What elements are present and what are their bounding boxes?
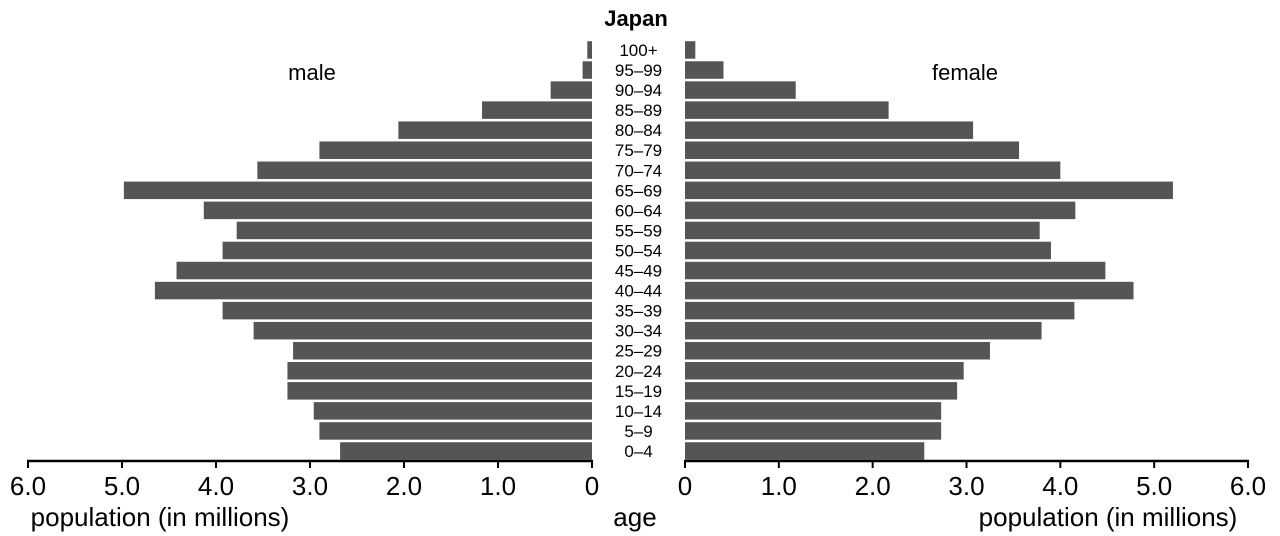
age-label: 100+ bbox=[619, 41, 657, 60]
female-x-axis-tick-label: 4.0 bbox=[1042, 471, 1078, 501]
male-bar-20 bbox=[587, 41, 592, 59]
male-bar-10 bbox=[222, 241, 592, 260]
male-bar-5 bbox=[293, 341, 592, 360]
female-bar-11 bbox=[685, 221, 1040, 240]
age-label: 40–44 bbox=[615, 282, 662, 301]
female-bar-8 bbox=[685, 281, 1134, 300]
male-x-axis-tick-label: 2.0 bbox=[386, 471, 422, 501]
age-label: 65–69 bbox=[615, 181, 662, 200]
male-bar-15 bbox=[319, 141, 592, 159]
age-label: 55–59 bbox=[615, 221, 662, 240]
age-label: 60–64 bbox=[615, 201, 662, 220]
male-x-axis-tick-label: 6.0 bbox=[10, 471, 46, 501]
female-bar-20 bbox=[685, 41, 696, 59]
female-x-axis-tick-label: 2.0 bbox=[855, 471, 891, 501]
female-bar-6 bbox=[685, 321, 1042, 340]
age-axis-label: age bbox=[613, 502, 656, 532]
male-bar-12 bbox=[203, 201, 592, 220]
female-bars bbox=[685, 41, 1173, 460]
male-label: male bbox=[288, 60, 336, 85]
male-bar-17 bbox=[482, 101, 592, 119]
age-label: 25–29 bbox=[615, 342, 662, 361]
female-bar-10 bbox=[685, 241, 1051, 260]
male-x-axis-tick-label: 3.0 bbox=[292, 471, 328, 501]
male-x-axis-tick-label: 0 bbox=[585, 471, 599, 501]
female-x-axis-tick-label: 3.0 bbox=[948, 471, 984, 501]
age-label: 10–14 bbox=[615, 402, 662, 421]
chart-title: Japan bbox=[604, 6, 668, 31]
male-bar-0 bbox=[340, 442, 592, 460]
age-label: 50–54 bbox=[615, 241, 662, 260]
female-bar-1 bbox=[685, 422, 942, 440]
female-bar-3 bbox=[685, 382, 958, 400]
female-x-axis-tick-label: 6.0 bbox=[1230, 471, 1266, 501]
female-bar-2 bbox=[685, 402, 942, 420]
female-x-axis-tick-label: 5.0 bbox=[1136, 471, 1172, 501]
male-bar-9 bbox=[176, 261, 592, 280]
female-x-axis-tick-label: 1.0 bbox=[761, 471, 797, 501]
female-bar-0 bbox=[685, 442, 925, 460]
age-label: 70–74 bbox=[615, 161, 662, 180]
age-label: 45–49 bbox=[615, 262, 662, 281]
female-bar-17 bbox=[685, 101, 889, 119]
female-bar-9 bbox=[685, 261, 1106, 280]
female-x-axis: 0 1.0 2.0 3.0 4.0 5.0 6.0 bbox=[678, 459, 1266, 501]
female-x-axis-tick-label: 0 bbox=[678, 471, 692, 501]
female-bar-16 bbox=[685, 121, 974, 139]
male-bar-14 bbox=[257, 161, 592, 180]
age-label: 80–84 bbox=[615, 121, 662, 140]
female-bar-5 bbox=[685, 341, 990, 360]
male-x-axis-label: population (in millions) bbox=[31, 502, 290, 532]
age-label: 95–99 bbox=[615, 61, 662, 80]
female-bar-15 bbox=[685, 141, 1020, 159]
male-bar-4 bbox=[287, 362, 592, 380]
age-label: 20–24 bbox=[615, 362, 662, 381]
age-label: 0–4 bbox=[624, 442, 652, 461]
age-label: 75–79 bbox=[615, 141, 662, 160]
female-label: female bbox=[932, 60, 998, 85]
age-label: 90–94 bbox=[615, 81, 662, 100]
female-bar-13 bbox=[685, 181, 1173, 200]
female-bar-12 bbox=[685, 201, 1076, 220]
male-bar-16 bbox=[398, 121, 592, 139]
male-x-axis-tick-label: 5.0 bbox=[104, 471, 140, 501]
female-bar-19 bbox=[685, 61, 724, 79]
male-bar-3 bbox=[287, 382, 592, 400]
male-bar-19 bbox=[582, 61, 592, 79]
male-x-axis-tick-label: 4.0 bbox=[198, 471, 234, 501]
male-x-axis-tick-label: 1.0 bbox=[480, 471, 516, 501]
male-bar-8 bbox=[154, 281, 592, 300]
male-x-axis: 0 1.0 2.0 3.0 4.0 5.0 6.0 bbox=[10, 459, 599, 501]
male-bar-2 bbox=[313, 402, 592, 420]
female-bar-14 bbox=[685, 161, 1061, 180]
female-bar-7 bbox=[685, 301, 1075, 320]
male-bar-7 bbox=[222, 301, 592, 320]
age-label: 15–19 bbox=[615, 382, 662, 401]
male-bar-11 bbox=[236, 221, 592, 240]
age-label: 85–89 bbox=[615, 101, 662, 120]
male-bar-1 bbox=[319, 422, 592, 440]
male-bar-6 bbox=[253, 321, 592, 340]
age-label: 30–34 bbox=[615, 322, 662, 341]
female-x-axis-label: population (in millions) bbox=[979, 502, 1238, 532]
male-bars bbox=[123, 41, 592, 460]
age-labels: 0–45–910–1415–1920–2425–2930–3435–3940–4… bbox=[615, 41, 662, 461]
male-bar-13 bbox=[123, 181, 592, 200]
age-label: 5–9 bbox=[624, 422, 652, 441]
female-bar-18 bbox=[685, 81, 796, 99]
female-bar-4 bbox=[685, 362, 964, 380]
age-label: 35–39 bbox=[615, 302, 662, 321]
male-bar-18 bbox=[550, 81, 592, 99]
